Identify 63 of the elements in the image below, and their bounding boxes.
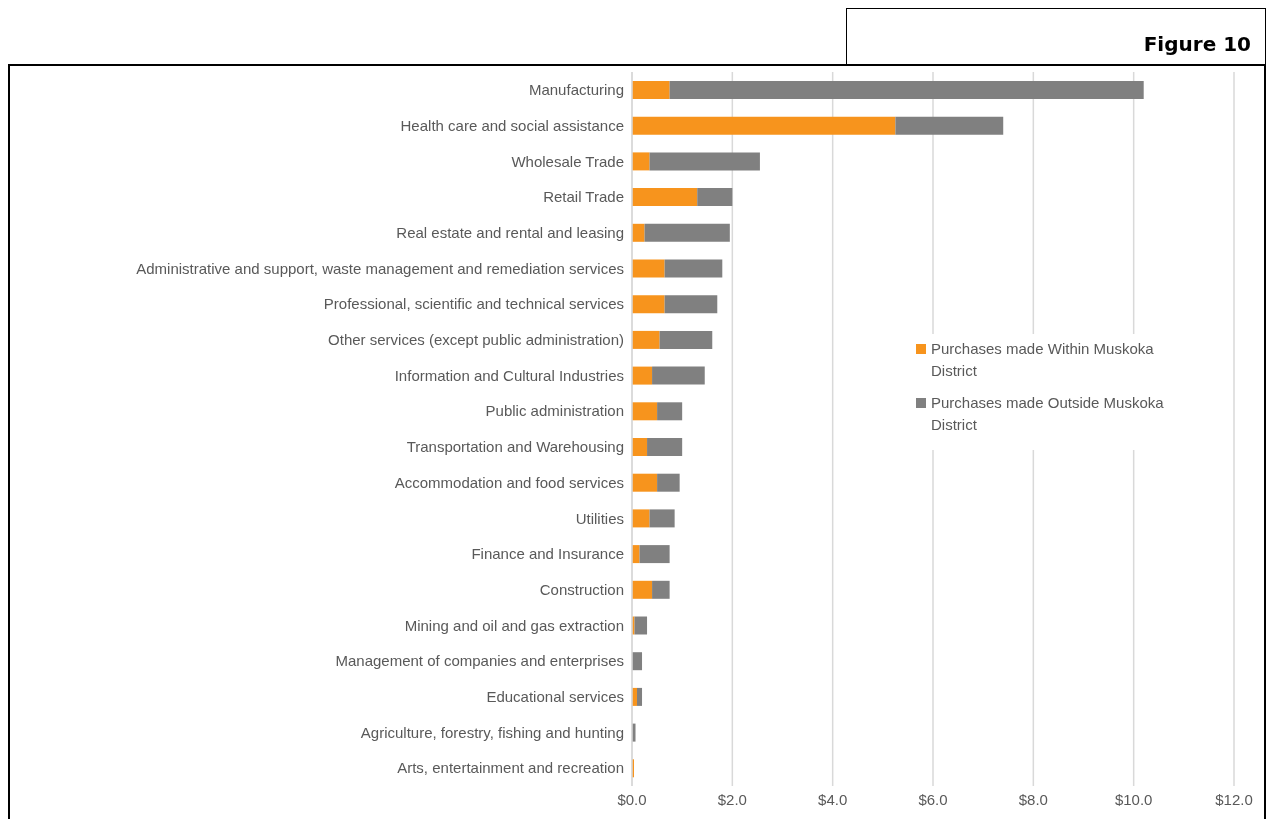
bar bbox=[634, 616, 648, 635]
bar bbox=[632, 438, 648, 456]
bar bbox=[647, 438, 683, 456]
x-tick-label: $10.0 bbox=[1114, 790, 1153, 808]
y-tick-label: Real estate and rental and leasing bbox=[396, 223, 624, 241]
bar bbox=[632, 152, 650, 171]
bar bbox=[639, 545, 670, 564]
y-tick-label: Educational services bbox=[486, 688, 624, 706]
x-tick-label: $6.0 bbox=[918, 790, 948, 808]
bar bbox=[632, 473, 658, 492]
y-tick-label: Professional, scientific and technical services bbox=[323, 295, 624, 313]
bar bbox=[664, 259, 723, 278]
y-tick-label: Health care and social assistance bbox=[400, 116, 624, 134]
y-tick-label: Manufacturing bbox=[528, 81, 624, 99]
bar bbox=[632, 330, 660, 349]
y-tick-label: Utilities bbox=[575, 509, 624, 527]
y-tick-label: Wholesale Trade bbox=[511, 152, 624, 170]
bar bbox=[632, 545, 640, 564]
y-tick-label: Management of companies and enterprises bbox=[335, 652, 624, 670]
bar bbox=[652, 366, 705, 385]
bar bbox=[632, 652, 643, 671]
bar bbox=[669, 81, 1144, 99]
bar bbox=[649, 509, 675, 528]
y-tick-label: Information and Cultural Industries bbox=[394, 366, 624, 384]
y-tick-label: Transportation and Warehousing bbox=[406, 438, 624, 456]
y-tick-label: Arts, entertainment and recreation bbox=[397, 759, 624, 777]
y-tick-label: Accommodation and food services bbox=[394, 473, 624, 491]
x-tick-label: $2.0 bbox=[717, 790, 747, 808]
bar bbox=[657, 402, 683, 421]
chart-title: Figure 10 bbox=[846, 8, 1266, 64]
bar bbox=[895, 116, 1004, 135]
x-tick-label: $4.0 bbox=[818, 790, 848, 808]
bar bbox=[632, 116, 896, 135]
bar bbox=[649, 152, 760, 171]
bar bbox=[664, 295, 718, 314]
bar bbox=[637, 687, 643, 706]
bar bbox=[644, 223, 730, 242]
y-tick-label: Mining and oil and gas extraction bbox=[404, 616, 624, 634]
y-tick-label: Retail Trade bbox=[543, 188, 624, 206]
bar bbox=[632, 509, 650, 528]
bar bbox=[632, 580, 653, 599]
y-tick-label: Agriculture, forestry, fishing and hunting bbox=[360, 723, 624, 741]
bar bbox=[697, 188, 733, 207]
x-tick-label: $8.0 bbox=[1018, 790, 1048, 808]
y-tick-label: Other services (except public administration) bbox=[328, 331, 624, 349]
bar bbox=[659, 330, 713, 349]
bar bbox=[632, 295, 665, 314]
x-tick-label: $12.0 bbox=[1215, 790, 1253, 808]
bar bbox=[657, 473, 680, 492]
y-tick-label: Public administration bbox=[485, 402, 624, 420]
bar bbox=[632, 366, 653, 385]
y-tick-label: Construction bbox=[539, 580, 624, 598]
bar bbox=[632, 81, 670, 99]
legend-label: Purchases made Outside Muskoka District bbox=[931, 393, 1165, 435]
bar bbox=[652, 580, 670, 599]
bar bbox=[632, 259, 665, 278]
y-tick-label: Administrative and support, waste management and remediation services bbox=[136, 259, 624, 277]
legend-label: Purchases made Within Muskoka District bbox=[931, 339, 1155, 381]
bar bbox=[632, 402, 658, 421]
bar bbox=[632, 188, 698, 207]
bar bbox=[632, 223, 645, 242]
x-tick-label: $0.0 bbox=[617, 790, 647, 808]
y-tick-label: Finance and Insurance bbox=[471, 545, 624, 563]
